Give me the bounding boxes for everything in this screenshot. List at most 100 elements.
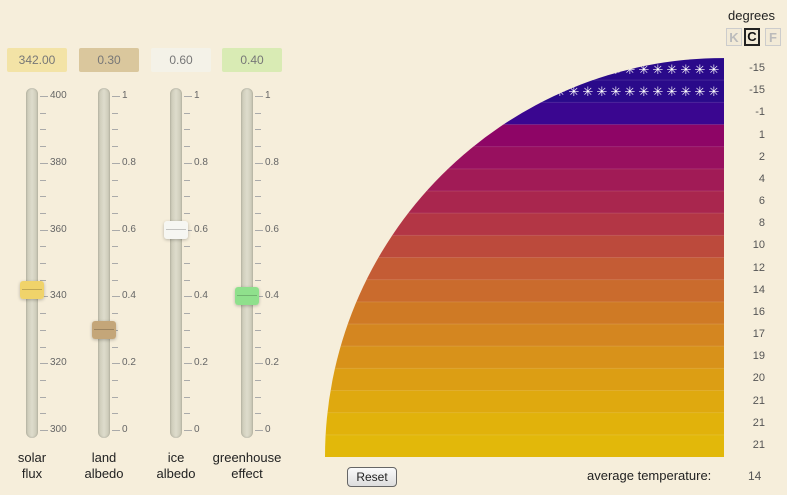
ice-snowflake-icon: ✳ bbox=[695, 63, 706, 78]
solar-flux-label: solar flux bbox=[0, 450, 72, 482]
tick-mark bbox=[255, 212, 261, 214]
tick-mark bbox=[184, 413, 190, 415]
tick-mark bbox=[112, 363, 120, 365]
solar-flux-slider-track[interactable] bbox=[26, 88, 38, 438]
reset-button[interactable]: Reset bbox=[347, 467, 397, 487]
ice-albedo-slider-thumb[interactable] bbox=[164, 220, 188, 239]
tick-mark bbox=[40, 279, 46, 281]
latitude-band bbox=[325, 191, 724, 214]
tick-mark bbox=[184, 162, 192, 164]
greenhouse-effect-slider-track[interactable] bbox=[241, 88, 253, 438]
celsius-toggle[interactable]: C bbox=[744, 28, 760, 46]
ice-snowflake-icon: ✳ bbox=[387, 63, 398, 78]
ice-snowflake-icon: ✳ bbox=[415, 85, 426, 100]
solar-flux-slider-thumb[interactable] bbox=[20, 280, 44, 299]
band-temperature-label: 4 bbox=[758, 172, 765, 185]
ice-snowflake-icon: ✳ bbox=[401, 63, 412, 78]
latitude-band bbox=[325, 80, 724, 103]
band-temperature-label: 6 bbox=[758, 195, 765, 208]
tick-mark bbox=[184, 263, 190, 264]
tick-mark bbox=[112, 112, 118, 114]
ice-snowflake-icon: ✳ bbox=[681, 63, 692, 78]
ice-albedo-value-box[interactable]: 0.60 bbox=[151, 48, 211, 72]
average-temperature-label: average temperature: bbox=[587, 468, 712, 483]
tick-label: 1 bbox=[122, 90, 128, 101]
tick-mark bbox=[112, 196, 118, 198]
latitude-band bbox=[325, 301, 724, 325]
tick-label: 0.2 bbox=[194, 357, 208, 369]
band-temperature-label: 19 bbox=[752, 350, 765, 363]
ice-snowflake-icon: ✳ bbox=[541, 85, 552, 100]
tick-mark bbox=[184, 196, 190, 198]
tick-label: 0.4 bbox=[265, 290, 279, 302]
tick-mark bbox=[40, 196, 46, 198]
greenhouse-effect-slider-thumb[interactable] bbox=[235, 287, 259, 306]
greenhouse-effect-value-box[interactable]: 0.40 bbox=[222, 48, 282, 72]
ice-snowflake-icon: ✳ bbox=[681, 85, 692, 100]
earth-quarter-disk: ✳ ✳ ✳ ✳ ✳ ✳ ✳ ✳ ✳ ✳ ✳ ✳ ✳ ✳ ✳ ✳ ✳ ✳ ✳ ✳ ✳ ✳ ✳ ✳ ✳ ✳ ✳ ✳ ✳ ✳ ✳ ✳ ✳ ✳ ✳ ✳ ✳ ✳ ✳ ✳… bbox=[325, 58, 724, 457]
tick-mark bbox=[40, 346, 46, 348]
tick-mark bbox=[40, 413, 46, 415]
ice-snowflake-icon: ✳ bbox=[597, 85, 608, 100]
tick-label: 0.4 bbox=[194, 290, 208, 302]
tick-mark bbox=[112, 179, 118, 181]
ice-albedo-slider-track[interactable] bbox=[170, 88, 182, 438]
tick-mark bbox=[112, 212, 118, 214]
tick-mark bbox=[40, 263, 46, 264]
ice-snowflake-icon: ✳ bbox=[611, 63, 622, 78]
ice-snowflake-icon: ✳ bbox=[429, 63, 440, 78]
band-temperature-label: 16 bbox=[752, 305, 765, 318]
earth-svg: ✳✳✳✳✳✳✳✳✳✳✳✳✳✳✳✳✳✳✳✳✳✳✳✳✳✳✳✳✳✳✳✳✳✳✳✳✳✳✳✳… bbox=[325, 58, 724, 457]
tick-mark bbox=[112, 146, 118, 148]
tick-mark bbox=[40, 296, 48, 298]
ice-snowflake-icon: ✳ bbox=[513, 85, 524, 100]
tick-mark bbox=[40, 146, 46, 148]
greenhouse-effect-label-line1: greenhouse bbox=[212, 450, 282, 465]
ice-snowflake-icon: ✳ bbox=[709, 63, 720, 78]
tick-label: 0.2 bbox=[122, 357, 136, 369]
ice-snowflake-icon: ✳ bbox=[387, 85, 398, 100]
tick-label: 360 bbox=[50, 223, 67, 235]
tick-label: 400 bbox=[50, 90, 67, 101]
tick-mark bbox=[40, 430, 48, 431]
band-temperature-label: -1 bbox=[755, 106, 765, 119]
ice-snowflake-icon: ✳ bbox=[429, 85, 440, 100]
tick-label: 0 bbox=[194, 424, 200, 435]
tick-label: 1 bbox=[265, 90, 271, 101]
tick-mark bbox=[184, 146, 190, 148]
tick-mark bbox=[184, 179, 190, 181]
tick-mark bbox=[184, 212, 190, 214]
ice-snowflake-icon: ✳ bbox=[471, 63, 482, 78]
ice-snowflake-icon: ✳ bbox=[401, 85, 412, 100]
tick-mark bbox=[255, 363, 263, 365]
latitude-band bbox=[325, 434, 724, 457]
tick-label: 0.6 bbox=[122, 223, 136, 235]
tick-mark bbox=[40, 212, 46, 214]
band-temperature-label: -15 bbox=[749, 62, 765, 75]
fahrenheit-toggle[interactable]: F bbox=[765, 28, 781, 46]
tick-mark bbox=[112, 162, 120, 164]
tick-mark bbox=[184, 379, 190, 381]
tick-mark bbox=[112, 279, 118, 281]
land-albedo-label-line2: albedo bbox=[84, 466, 124, 481]
land-albedo-slider-thumb[interactable] bbox=[92, 320, 116, 339]
band-temperature-label: 2 bbox=[758, 150, 765, 163]
kelvin-toggle[interactable]: K bbox=[726, 28, 742, 46]
latitude-band bbox=[325, 346, 724, 369]
tick-mark bbox=[255, 279, 261, 281]
band-temperature-label: 17 bbox=[752, 328, 765, 341]
tick-mark bbox=[255, 413, 261, 415]
land-albedo-slider-track[interactable] bbox=[98, 88, 110, 438]
tick-mark bbox=[40, 96, 48, 97]
tick-mark bbox=[255, 296, 263, 298]
tick-mark bbox=[112, 313, 118, 315]
solar-flux-value-box[interactable]: 342.00 bbox=[7, 48, 67, 72]
ice-snowflake-icon: ✳ bbox=[597, 63, 608, 78]
latitude-band bbox=[325, 390, 724, 414]
tick-mark bbox=[40, 112, 46, 114]
land-albedo-value-box[interactable]: 0.30 bbox=[79, 48, 139, 72]
tick-label: 340 bbox=[50, 290, 67, 302]
tick-label: 380 bbox=[50, 156, 67, 168]
greenhouse-effect-label-line2: effect bbox=[231, 466, 263, 481]
tick-mark bbox=[255, 146, 261, 148]
